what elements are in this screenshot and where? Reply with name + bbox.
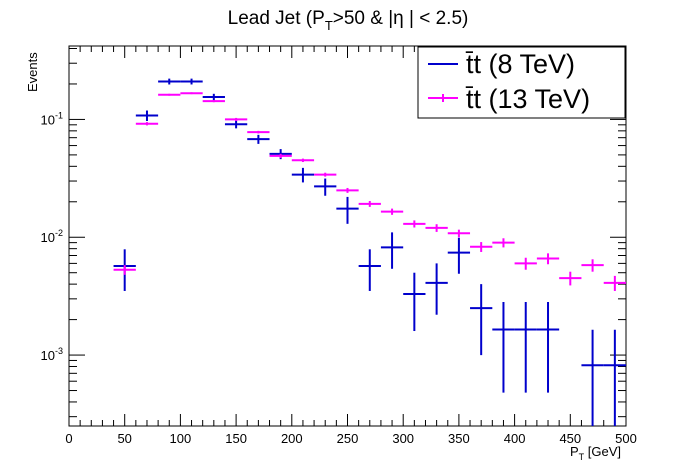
y-axis-label: Events xyxy=(25,52,40,92)
y-tick-label-base: 10 xyxy=(41,348,55,363)
data-point xyxy=(358,249,381,291)
data-point xyxy=(336,196,359,224)
data-point xyxy=(492,238,515,248)
data-point xyxy=(380,232,404,269)
chart-title-sub: T xyxy=(325,18,333,33)
series-0 xyxy=(113,78,626,426)
data-point xyxy=(536,302,560,393)
y-tick-label: 10-3 xyxy=(41,346,63,363)
x-tick-label: 350 xyxy=(448,431,470,446)
axes: 0 50 100 150 200 250 300 350 400 450 50010-110-210… xyxy=(41,45,637,446)
data-point xyxy=(536,253,560,265)
data-point xyxy=(269,153,292,159)
data-point xyxy=(158,78,181,85)
x-axis-label: PT [GeV] xyxy=(570,444,621,462)
series-1 xyxy=(113,92,626,291)
series-layer xyxy=(113,78,626,426)
data-point xyxy=(158,93,181,96)
data-point xyxy=(492,302,515,393)
x-tick-label: 100 xyxy=(170,431,192,446)
data-point xyxy=(470,242,493,252)
x-tick-label: 150 xyxy=(225,431,247,446)
data-point xyxy=(514,302,537,393)
data-point xyxy=(425,224,448,232)
x-tick-label: 250 xyxy=(337,431,359,446)
data-point xyxy=(514,257,537,270)
data-point xyxy=(603,275,626,291)
x-axis-label-main: P xyxy=(570,444,579,459)
data-point xyxy=(224,120,248,129)
data-point xyxy=(291,158,315,163)
data-point xyxy=(135,110,159,121)
legend-box xyxy=(417,46,626,119)
y-tick-label-base: 10 xyxy=(41,230,55,245)
data-point xyxy=(380,208,404,215)
chart-title-rest: >50 & |η | < 2.5) xyxy=(333,8,469,29)
data-point xyxy=(336,187,359,193)
x-axis-label-rest: [GeV] xyxy=(584,444,621,459)
data-point xyxy=(358,201,381,207)
data-point xyxy=(202,100,225,103)
data-point xyxy=(447,237,471,274)
y-tick-label-exponent: -1 xyxy=(55,110,63,120)
legend-label-13tev: t̄t (13 TeV) xyxy=(465,84,590,114)
data-point xyxy=(224,117,248,121)
data-point xyxy=(314,172,337,177)
data-point xyxy=(180,78,203,85)
data-point xyxy=(247,134,270,144)
chart-title: Lead Jet (PT>50 & |η | < 2.5) xyxy=(228,8,469,33)
x-tick-label: 50 xyxy=(117,431,131,446)
x-tick-label: 450 xyxy=(559,431,581,446)
x-tick-label: 0 xyxy=(65,431,72,446)
data-point xyxy=(559,271,582,286)
x-tick-label: 400 xyxy=(504,431,526,446)
x-tick-label: 500 xyxy=(615,431,637,446)
data-point xyxy=(180,92,203,95)
data-point xyxy=(403,272,426,332)
data-point xyxy=(447,229,471,238)
data-point xyxy=(135,122,159,126)
data-point xyxy=(581,259,604,272)
data-point xyxy=(314,178,337,196)
data-point xyxy=(581,329,604,426)
y-tick-label: 10-1 xyxy=(41,110,63,127)
data-point xyxy=(403,220,426,228)
x-tick-label: 200 xyxy=(281,431,303,446)
data-point xyxy=(470,284,493,356)
y-tick-label-exponent: -2 xyxy=(55,228,63,238)
y-tick-label-exponent: -3 xyxy=(55,346,63,356)
data-point xyxy=(425,263,448,315)
legend: t̄t (8 TeV) t̄t (13 TeV) xyxy=(417,46,626,119)
chart-title-main: Lead Jet (P xyxy=(228,8,325,29)
x-axis-label-sub: T xyxy=(579,452,585,462)
data-point xyxy=(202,93,225,101)
legend-label-8tev: t̄t (8 TeV) xyxy=(465,49,575,79)
y-tick-label-base: 10 xyxy=(41,112,55,127)
x-tick-label: 300 xyxy=(392,431,414,446)
data-point xyxy=(603,329,626,426)
data-point xyxy=(291,167,315,183)
y-tick-label: 10-2 xyxy=(41,228,63,245)
data-point xyxy=(247,130,270,134)
data-point xyxy=(113,265,136,275)
